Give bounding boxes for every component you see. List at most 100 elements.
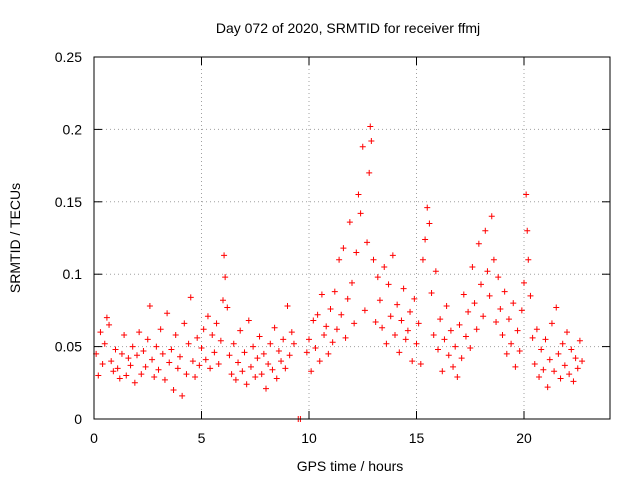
- data-point: [443, 303, 450, 310]
- data-point: [417, 360, 424, 367]
- data-point: [538, 346, 545, 353]
- data-point: [409, 358, 416, 365]
- y-tick-labels: 0 0.05 0.1 0.15 0.2 0.25: [55, 49, 82, 427]
- data-point: [273, 375, 280, 382]
- data-point: [213, 320, 220, 327]
- data-point: [198, 345, 205, 352]
- axis-ticks: [93, 56, 610, 420]
- data-point: [286, 352, 293, 359]
- data-point: [224, 304, 231, 311]
- y-tick-label: 0.05: [55, 339, 82, 355]
- data-point: [548, 320, 555, 327]
- data-point: [110, 368, 117, 375]
- data-point: [312, 345, 319, 352]
- data-point: [170, 387, 177, 394]
- data-point: [112, 346, 119, 353]
- data-point: [527, 292, 534, 299]
- data-point: [376, 297, 383, 304]
- data-point: [271, 324, 278, 331]
- data-point: [392, 332, 398, 339]
- y-tick-label: 0.1: [63, 266, 83, 282]
- data-point: [200, 326, 207, 333]
- data-point: [465, 308, 472, 315]
- data-point: [462, 333, 469, 340]
- data-point: [340, 245, 347, 252]
- data-point: [323, 323, 330, 330]
- data-point: [177, 353, 183, 360]
- data-point: [404, 327, 411, 334]
- data-point: [450, 363, 457, 370]
- data-point: [561, 362, 568, 369]
- x-axis-label: GPS time / hours: [297, 458, 404, 474]
- data-point: [512, 363, 519, 370]
- data-point: [306, 336, 312, 343]
- data-point: [542, 336, 549, 343]
- data-points: [93, 123, 586, 422]
- data-point: [357, 210, 364, 217]
- data-point: [314, 311, 321, 318]
- data-point: [428, 290, 435, 297]
- data-point: [284, 303, 291, 310]
- data-point: [411, 295, 418, 302]
- data-point: [460, 291, 467, 298]
- data-point: [217, 337, 224, 344]
- data-point: [385, 281, 392, 288]
- x-tick-labels: 0 5 10 15 20: [90, 430, 532, 446]
- data-point: [430, 332, 437, 339]
- data-point: [316, 358, 323, 365]
- data-point: [422, 236, 429, 243]
- y-tick-label: 0.2: [63, 121, 83, 137]
- data-point: [482, 227, 489, 234]
- data-point: [374, 274, 381, 281]
- data-point: [497, 305, 504, 312]
- data-point: [269, 366, 276, 373]
- data-point: [458, 355, 465, 362]
- data-point: [127, 362, 134, 369]
- data-point: [475, 240, 482, 247]
- data-point: [228, 371, 235, 378]
- data-point: [564, 329, 570, 336]
- data-point: [222, 274, 229, 281]
- data-point: [280, 336, 287, 343]
- data-point: [396, 349, 403, 356]
- data-point: [568, 346, 575, 353]
- data-point: [97, 329, 104, 336]
- data-point: [329, 339, 336, 346]
- data-point: [202, 356, 209, 363]
- data-point: [151, 374, 158, 381]
- data-point: [166, 359, 173, 366]
- data-point: [387, 313, 394, 320]
- data-point: [508, 340, 515, 347]
- data-point: [346, 219, 353, 226]
- data-point: [499, 332, 506, 339]
- data-point: [185, 340, 192, 347]
- data-point: [523, 191, 530, 198]
- data-point: [155, 366, 162, 373]
- data-point: [456, 321, 463, 328]
- data-point: [290, 340, 297, 347]
- data-point: [344, 295, 351, 302]
- data-point: [531, 360, 538, 367]
- data-point: [544, 384, 551, 391]
- data-point: [209, 332, 216, 339]
- data-point: [245, 317, 252, 324]
- data-point: [454, 374, 461, 381]
- data-point: [220, 297, 226, 304]
- data-point: [168, 346, 175, 353]
- data-point: [136, 329, 143, 336]
- data-point: [187, 294, 194, 301]
- data-point: [452, 343, 459, 350]
- data-point: [288, 329, 295, 336]
- data-point: [518, 307, 525, 314]
- data-point: [303, 349, 310, 356]
- data-point: [546, 356, 553, 363]
- data-point: [540, 366, 547, 373]
- data-point: [570, 378, 577, 385]
- data-point: [441, 336, 448, 343]
- data-point: [493, 318, 500, 325]
- data-point: [230, 340, 237, 347]
- data-point: [252, 374, 259, 381]
- data-point: [551, 368, 558, 375]
- data-point: [226, 352, 233, 359]
- data-point: [204, 313, 211, 320]
